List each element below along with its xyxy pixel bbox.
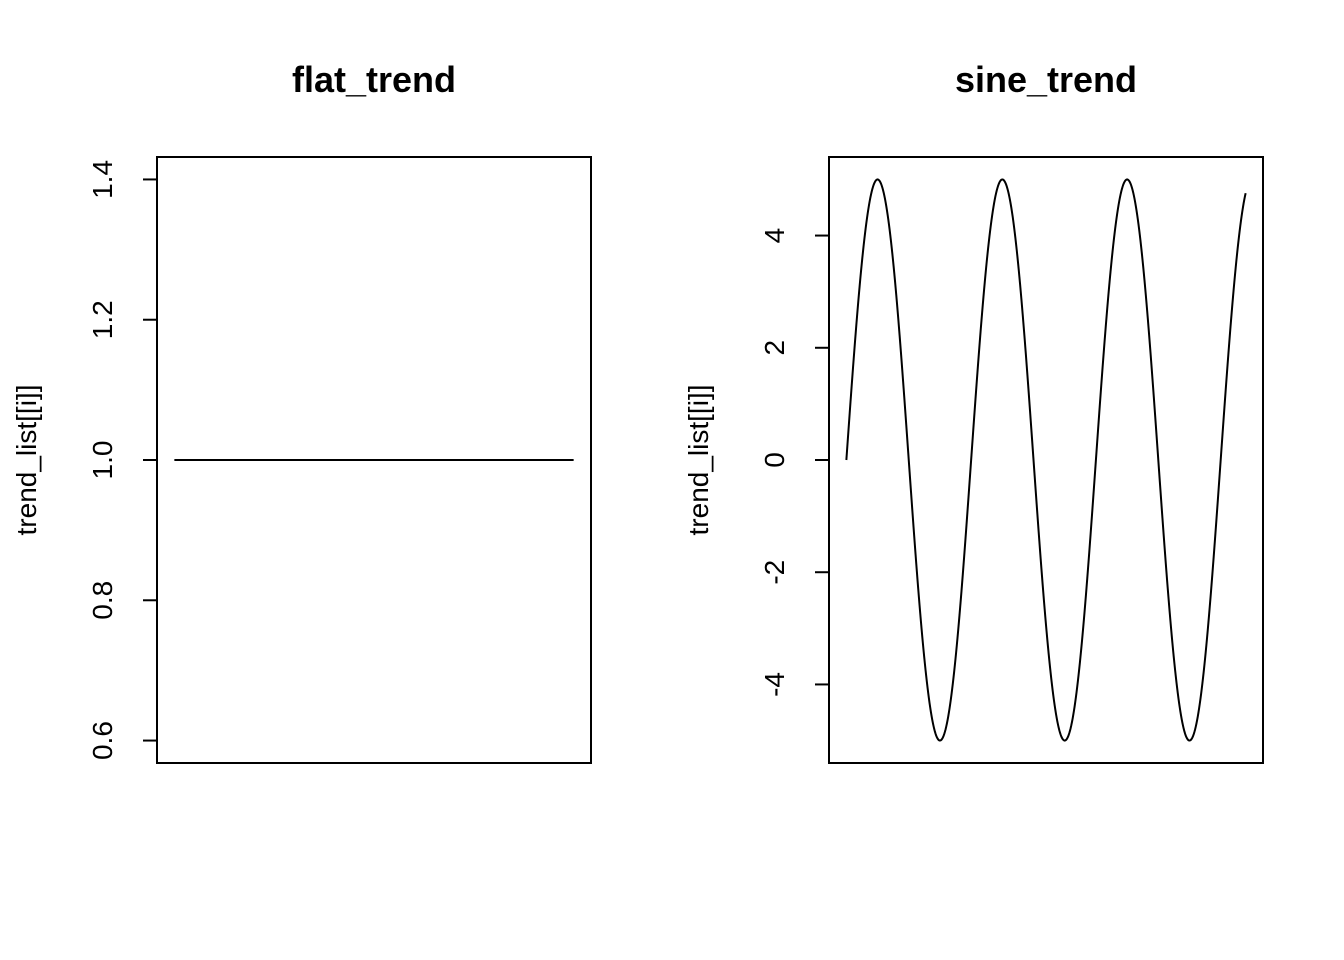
y-axis-ticks: 0.6 0.8 1.0 1.2 1.4 [87, 160, 157, 760]
y-tick-label: -2 [759, 560, 790, 585]
y-axis-label: trend_list[[i]] [683, 385, 714, 536]
y-tick-label: 0.6 [87, 721, 118, 760]
y-tick-label: 0.8 [87, 581, 118, 620]
series-line [845, 178, 1247, 742]
y-tick-label: 1.0 [87, 441, 118, 480]
series-lines [845, 178, 1247, 742]
y-tick-label: -4 [759, 672, 790, 697]
y-tick-label: 0 [759, 452, 790, 468]
panel-title: sine_trend [955, 59, 1137, 100]
y-axis-label: trend_list[[i]] [11, 385, 42, 536]
y-tick-label: 4 [759, 228, 790, 244]
y-tick-label: 2 [759, 340, 790, 356]
y-tick-label: 1.2 [87, 300, 118, 339]
plot-frame [828, 156, 1264, 764]
y-tick-label: 1.4 [87, 160, 118, 199]
panel-title: flat_trend [292, 59, 456, 100]
y-axis-ticks: -4 -2 0 2 4 [759, 228, 829, 697]
sine-trend-panel: sine_trend trend_list[[i]] -4 -2 0 2 4 [683, 59, 1264, 764]
flat-trend-panel: flat_trend trend_list[[i]] 0.6 0.8 1.0 1.2 1… [11, 59, 592, 764]
